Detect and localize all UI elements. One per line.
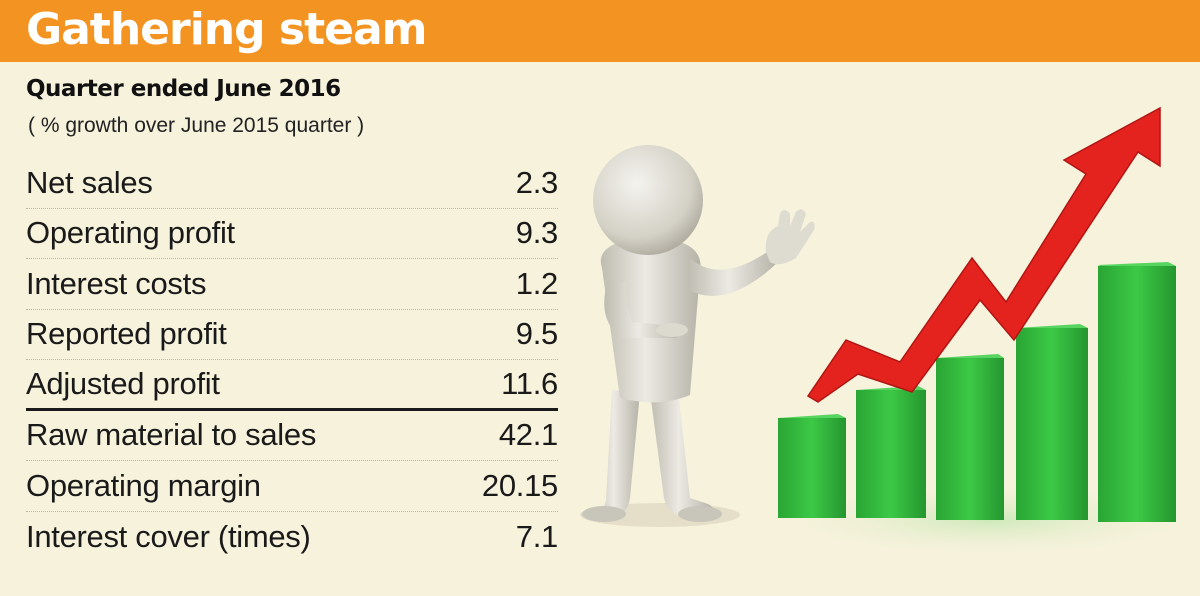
row-value: 2.3 bbox=[515, 164, 559, 200]
bar-chart-graphic bbox=[778, 262, 1176, 522]
title-banner: Gathering steam bbox=[0, 0, 1200, 62]
row-value: 42.1 bbox=[498, 417, 558, 453]
presenter-figure-icon bbox=[582, 145, 815, 522]
row-value: 11.6 bbox=[501, 365, 558, 401]
bar-5 bbox=[1098, 262, 1176, 522]
table-row: Reported profit 9.5 bbox=[26, 310, 559, 360]
growth-table: Net sales 2.3 Operating profit 9.3 Inter… bbox=[26, 158, 558, 562]
bar-2 bbox=[856, 386, 926, 518]
growth-arrow-icon bbox=[806, 106, 1161, 403]
table-row: Operating margin 20.15 bbox=[26, 461, 558, 512]
table-heading: Quarter ended June 2016 bbox=[26, 76, 341, 102]
row-value: 20.15 bbox=[481, 467, 558, 503]
row-label: Interest costs bbox=[26, 265, 207, 301]
growth-illustration bbox=[580, 106, 1200, 560]
row-label: Operating profit bbox=[26, 215, 235, 251]
row-value: 1.2 bbox=[515, 265, 559, 301]
page-title: Gathering steam bbox=[26, 4, 428, 55]
table-row: Adjusted profit 11.6 bbox=[26, 360, 558, 411]
table-row: Interest costs 1.2 bbox=[26, 259, 558, 310]
row-label: Raw material to sales bbox=[26, 417, 317, 453]
row-label: Net sales bbox=[26, 164, 153, 200]
row-label: Operating margin bbox=[26, 467, 261, 503]
table-subheading: ( % growth over June 2015 quarter ) bbox=[28, 114, 365, 137]
table-row: Net sales 2.3 bbox=[26, 158, 558, 209]
row-value: 7.1 bbox=[515, 518, 559, 554]
bar-3 bbox=[936, 354, 1004, 520]
table-row: Raw material to sales 42.1 bbox=[26, 411, 558, 461]
bar-4 bbox=[1016, 324, 1088, 520]
row-value: 9.3 bbox=[515, 215, 559, 251]
row-label: Interest cover (times) bbox=[26, 518, 311, 554]
table-row: Interest cover (times) 7.1 bbox=[26, 512, 558, 563]
row-value: 9.5 bbox=[515, 316, 559, 352]
bar-1 bbox=[778, 414, 846, 518]
row-label: Adjusted profit bbox=[26, 365, 220, 401]
row-label: Reported profit bbox=[26, 316, 227, 352]
table-row: Operating profit 9.3 bbox=[26, 209, 559, 259]
